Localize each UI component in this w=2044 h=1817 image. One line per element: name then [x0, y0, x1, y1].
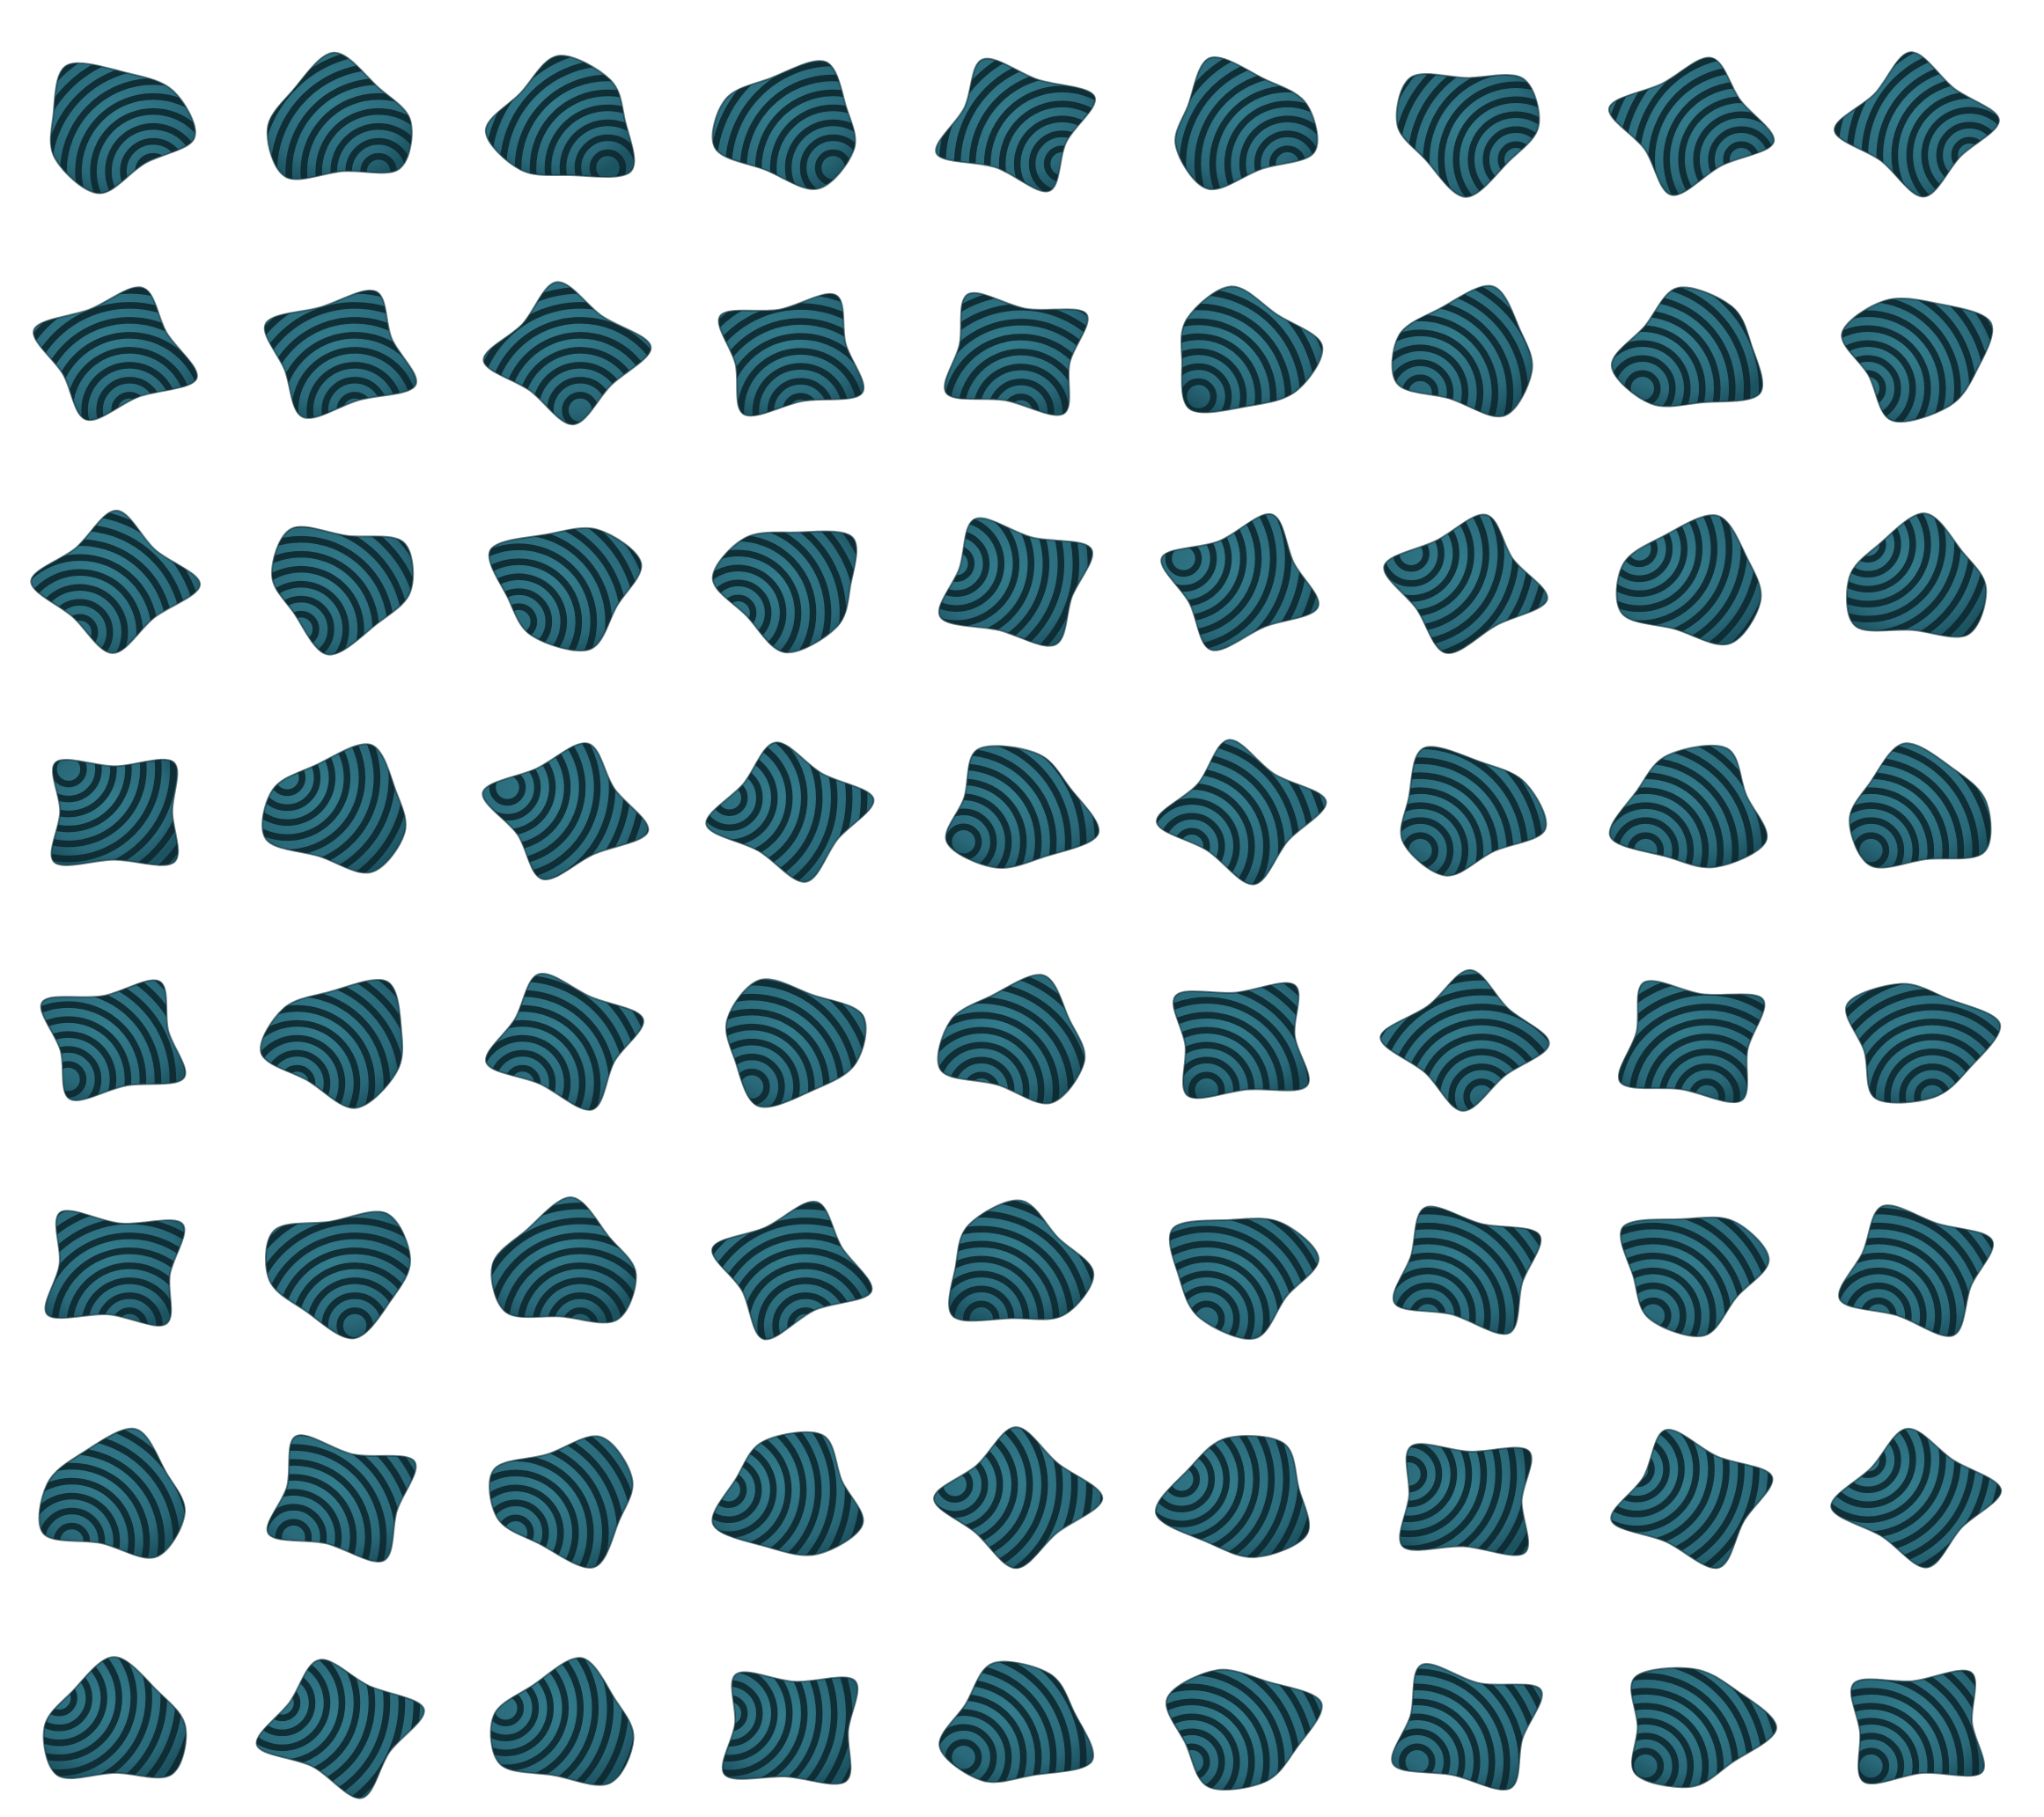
pebble	[261, 743, 407, 874]
pebble	[1849, 1669, 1986, 1785]
pebble	[490, 1196, 637, 1324]
pebble	[42, 1656, 187, 1779]
pebble-stripes	[722, 1672, 858, 1784]
pebble	[50, 758, 180, 866]
pebble	[1849, 742, 1992, 869]
pebble-stripes	[1850, 1670, 1985, 1784]
pebble	[260, 978, 404, 1109]
pebble	[1399, 1443, 1533, 1556]
pebble	[33, 286, 198, 422]
pebble	[721, 1671, 859, 1785]
pebble-stripes	[491, 1197, 636, 1323]
pebble	[1400, 746, 1548, 877]
pebble	[945, 745, 1100, 869]
pebble	[44, 1210, 186, 1327]
pebble	[1395, 72, 1540, 198]
pebble	[1391, 284, 1533, 418]
pebble	[489, 1657, 635, 1786]
pebble	[1391, 1662, 1543, 1791]
pebble	[717, 292, 864, 417]
pebble	[711, 1431, 864, 1556]
pebble	[49, 62, 196, 195]
pebble	[255, 1659, 425, 1799]
pebble	[1174, 55, 1319, 191]
pebble-stripes	[45, 1210, 185, 1326]
pebble	[40, 979, 187, 1101]
